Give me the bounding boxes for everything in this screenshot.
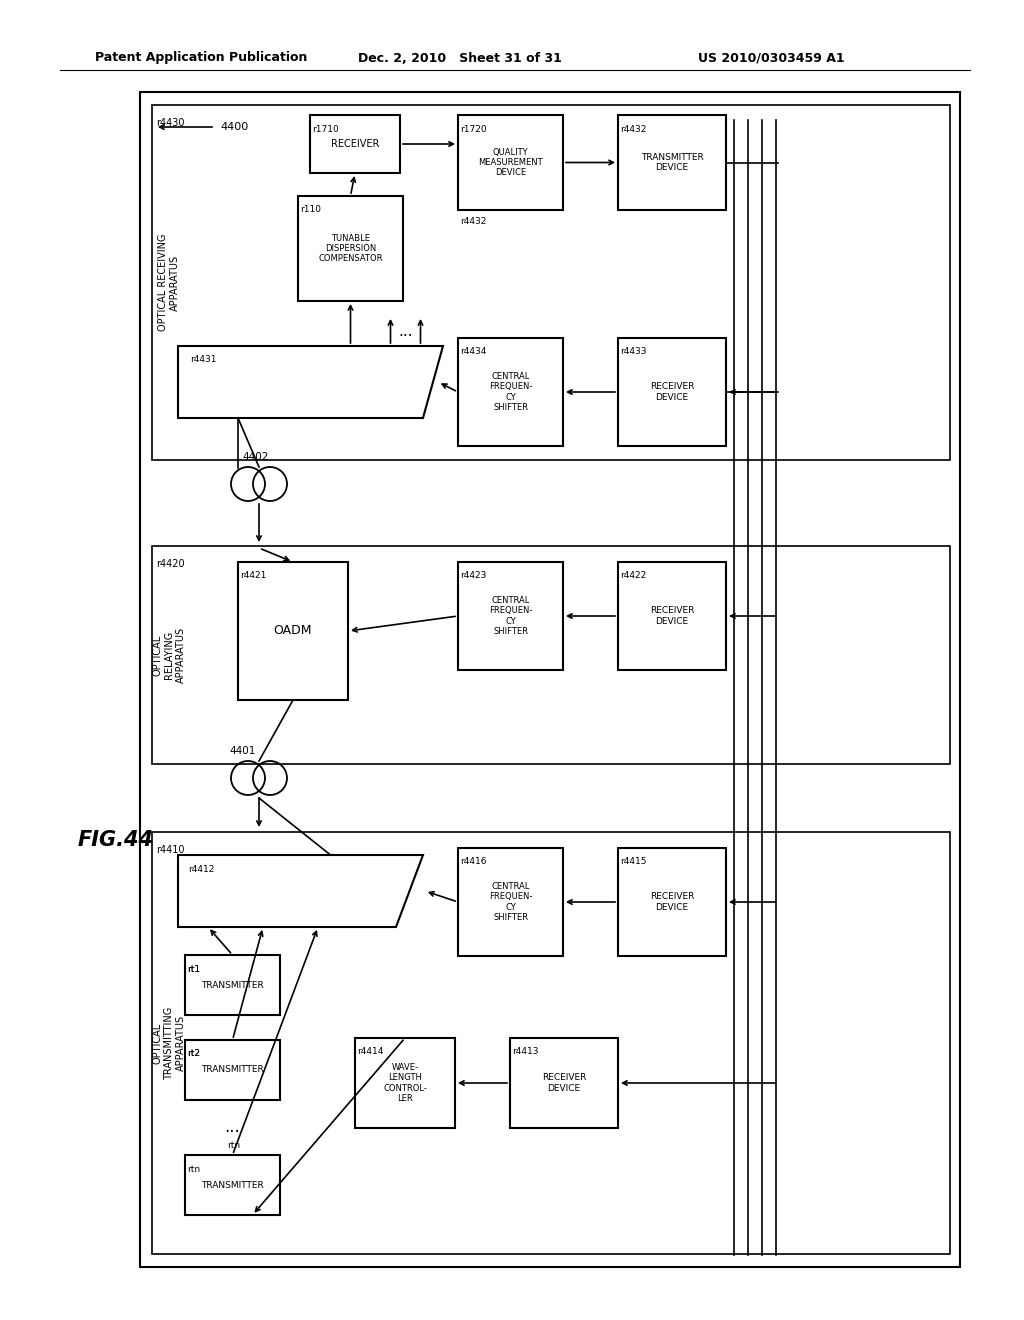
Text: rt1: rt1 — [187, 965, 200, 974]
Text: TRANSMITTER
DEVICE: TRANSMITTER DEVICE — [641, 153, 703, 172]
Bar — [458, 562, 563, 671]
Text: r4410: r4410 — [156, 845, 184, 855]
Text: QUALITY
MEASUREMENT
DEVICE: QUALITY MEASUREMENT DEVICE — [478, 148, 543, 177]
Text: OPTICAL
RELAYING
APPARATUS: OPTICAL RELAYING APPARATUS — [153, 627, 185, 682]
Text: 4401: 4401 — [229, 746, 256, 756]
Bar — [140, 92, 961, 1267]
Text: RECEIVER
DEVICE: RECEIVER DEVICE — [650, 892, 694, 912]
Bar — [152, 106, 950, 459]
Text: OPTICAL
TRANSMITTING
APPARATUS: OPTICAL TRANSMITTING APPARATUS — [153, 1006, 185, 1080]
Bar — [458, 338, 563, 446]
Text: 4402: 4402 — [243, 451, 269, 462]
Text: Patent Application Publication: Patent Application Publication — [95, 51, 307, 65]
Text: r4414: r4414 — [357, 1048, 383, 1056]
Text: 4400: 4400 — [220, 121, 248, 132]
Text: r4432: r4432 — [460, 218, 486, 227]
Polygon shape — [178, 346, 443, 418]
Text: r4433: r4433 — [620, 347, 646, 356]
Text: WAVE-
LENGTH
CONTROL-
LER: WAVE- LENGTH CONTROL- LER — [383, 1063, 427, 1104]
Text: r4416: r4416 — [460, 858, 486, 866]
Text: ...: ... — [398, 323, 413, 338]
Bar — [618, 338, 726, 446]
Text: r4430: r4430 — [156, 117, 184, 128]
Text: r4431: r4431 — [190, 355, 216, 364]
Text: r4413: r4413 — [512, 1048, 539, 1056]
Text: rtn: rtn — [227, 1140, 241, 1150]
Text: r4421: r4421 — [240, 572, 266, 581]
Bar — [618, 115, 726, 210]
Bar — [458, 115, 563, 210]
Text: r4412: r4412 — [188, 865, 214, 874]
Text: Dec. 2, 2010   Sheet 31 of 31: Dec. 2, 2010 Sheet 31 of 31 — [358, 51, 562, 65]
Text: r1720: r1720 — [460, 124, 486, 133]
Bar — [298, 195, 403, 301]
Text: OPTICAL RECEIVING
APPARATUS: OPTICAL RECEIVING APPARATUS — [158, 234, 180, 331]
Text: rt2: rt2 — [187, 1049, 200, 1059]
Text: TRANSMITTER: TRANSMITTER — [201, 1065, 264, 1074]
Text: CENTRAL
FREQUEN-
CY
SHIFTER: CENTRAL FREQUEN- CY SHIFTER — [488, 595, 532, 636]
Bar — [618, 847, 726, 956]
Text: RECEIVER: RECEIVER — [331, 139, 379, 149]
Text: TRANSMITTER: TRANSMITTER — [201, 1180, 264, 1189]
Bar — [185, 954, 280, 1015]
Text: FIG.44: FIG.44 — [78, 830, 154, 850]
Text: RECEIVER
DEVICE: RECEIVER DEVICE — [650, 606, 694, 626]
Text: rt2: rt2 — [187, 1049, 200, 1059]
Text: rt1: rt1 — [187, 965, 200, 974]
Bar — [618, 562, 726, 671]
Text: r4432: r4432 — [620, 124, 646, 133]
Text: TRANSMITTER: TRANSMITTER — [201, 981, 264, 990]
Bar — [152, 546, 950, 764]
Text: r1710: r1710 — [312, 124, 339, 133]
Text: rtn: rtn — [187, 1164, 200, 1173]
Polygon shape — [178, 855, 423, 927]
Bar — [310, 115, 400, 173]
Text: RECEIVER
DEVICE: RECEIVER DEVICE — [650, 383, 694, 401]
Bar — [510, 1038, 618, 1129]
Text: TUNABLE
DISPERSION
COMPENSATOR: TUNABLE DISPERSION COMPENSATOR — [318, 234, 383, 264]
Text: ...: ... — [224, 1118, 241, 1137]
Text: r4434: r4434 — [460, 347, 486, 356]
Text: r110: r110 — [300, 206, 321, 214]
Bar — [185, 1155, 280, 1214]
Text: r4422: r4422 — [620, 572, 646, 581]
Text: RECEIVER
DEVICE: RECEIVER DEVICE — [542, 1073, 586, 1093]
Text: r4420: r4420 — [156, 558, 184, 569]
Text: r4415: r4415 — [620, 858, 646, 866]
Text: CENTRAL
FREQUEN-
CY
SHIFTER: CENTRAL FREQUEN- CY SHIFTER — [488, 882, 532, 923]
Text: CENTRAL
FREQUEN-
CY
SHIFTER: CENTRAL FREQUEN- CY SHIFTER — [488, 372, 532, 412]
Bar — [152, 832, 950, 1254]
Bar — [238, 562, 348, 700]
Bar — [458, 847, 563, 956]
Text: US 2010/0303459 A1: US 2010/0303459 A1 — [698, 51, 845, 65]
Bar — [355, 1038, 455, 1129]
Text: OADM: OADM — [273, 624, 312, 638]
Text: r4423: r4423 — [460, 572, 486, 581]
Bar — [185, 1040, 280, 1100]
